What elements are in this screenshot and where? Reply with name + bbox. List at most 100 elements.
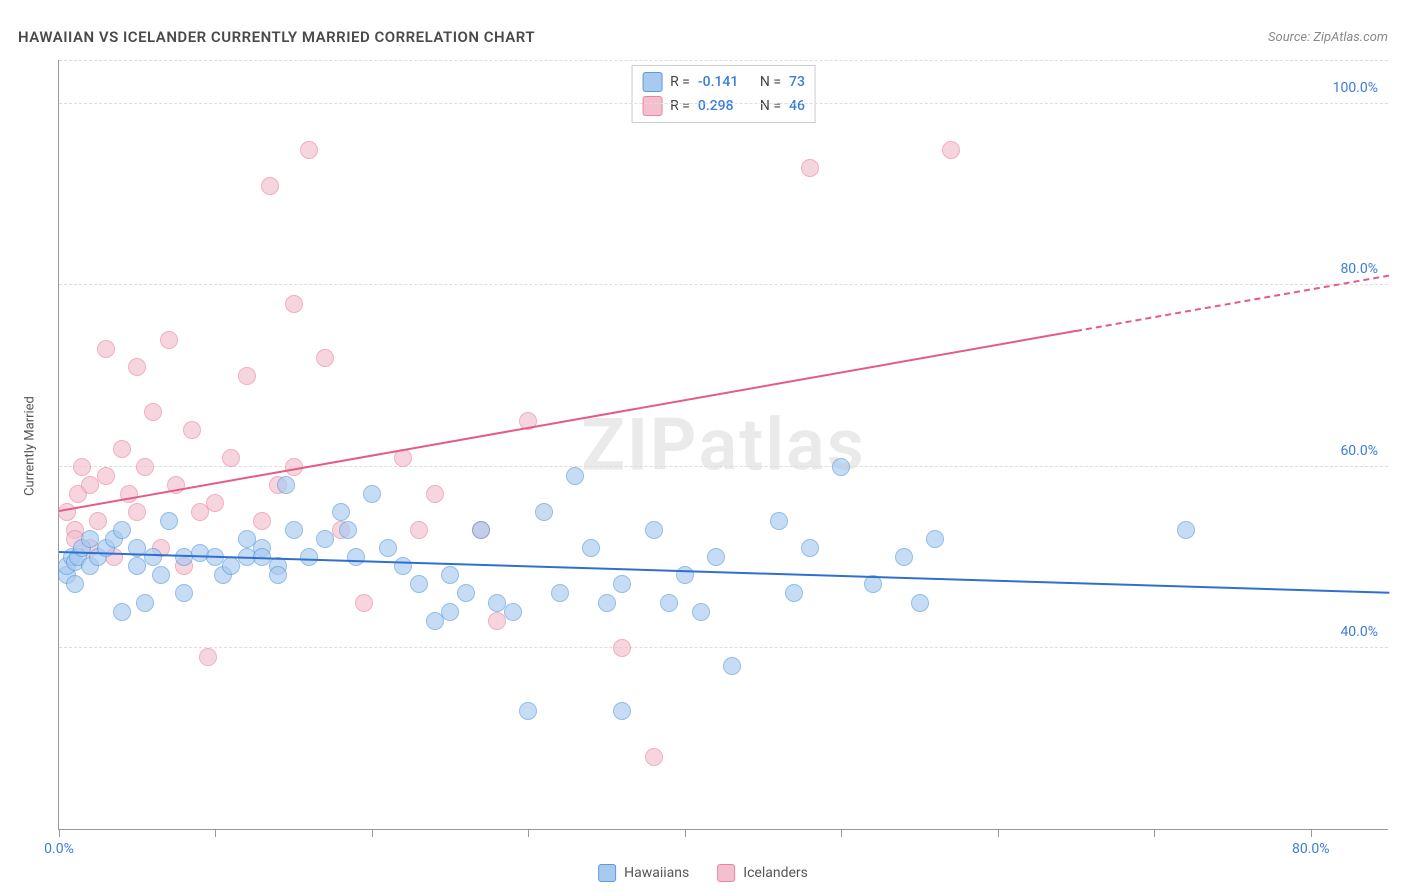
- hawaiian-point: [113, 603, 131, 621]
- chart-title: HAWAIIAN VS ICELANDER CURRENTLY MARRIED …: [18, 28, 535, 46]
- hawaiian-point: [832, 458, 850, 476]
- icelander-point: [426, 485, 444, 503]
- icelander-point: [238, 367, 256, 385]
- legend-swatch: [598, 864, 616, 882]
- hawaiian-point: [472, 521, 490, 539]
- hawaiian-point: [707, 548, 725, 566]
- icelander-point: [410, 521, 428, 539]
- hawaiian-point: [316, 530, 334, 548]
- icelander-point: [801, 159, 819, 177]
- x-tick: [372, 829, 373, 837]
- y-axis-title: Currently Married: [23, 396, 38, 496]
- legend-row: R =0.298N =46: [642, 94, 805, 118]
- hawaiian-point: [332, 503, 350, 521]
- hawaiian-point: [160, 512, 178, 530]
- icelander-point: [300, 141, 318, 159]
- legend-swatch: [717, 864, 735, 882]
- icelander-point: [253, 512, 271, 530]
- hawaiian-point: [300, 548, 318, 566]
- grid-line: [59, 284, 1388, 285]
- hawaiian-point: [1177, 521, 1195, 539]
- hawaiian-point: [113, 521, 131, 539]
- icelander-point: [128, 503, 146, 521]
- source-attribution: Source: ZipAtlas.com: [1268, 30, 1388, 45]
- hawaiian-point: [457, 584, 475, 602]
- grid-line: [59, 647, 1388, 648]
- hawaiian-point: [535, 503, 553, 521]
- hawaiian-point: [613, 575, 631, 593]
- icelander-point: [136, 458, 154, 476]
- hawaiian-point: [175, 584, 193, 602]
- y-tick-label: 40.0%: [1340, 624, 1378, 640]
- hawaiian-point: [347, 548, 365, 566]
- hawaiian-point: [801, 539, 819, 557]
- hawaiian-point: [277, 476, 295, 494]
- grid-line: [59, 60, 1388, 61]
- y-tick-label: 100.0%: [1333, 80, 1378, 96]
- hawaiian-point: [785, 584, 803, 602]
- y-tick-label: 60.0%: [1340, 443, 1378, 459]
- icelander-point: [97, 340, 115, 358]
- icelander-point: [316, 349, 334, 367]
- grid-line: [59, 466, 1388, 467]
- icelander-point: [160, 331, 178, 349]
- icelander-point: [206, 494, 224, 512]
- grid-line: [59, 103, 1388, 104]
- hawaiian-point: [394, 557, 412, 575]
- hawaiian-point: [582, 539, 600, 557]
- legend-swatch: [642, 72, 662, 92]
- x-tick-label: 80.0%: [1292, 841, 1330, 857]
- hawaiian-point: [645, 521, 663, 539]
- icelander-point: [89, 512, 107, 530]
- hawaiian-point: [152, 566, 170, 584]
- hawaiian-point: [66, 575, 84, 593]
- hawaiian-point: [339, 521, 357, 539]
- hawaiian-point: [660, 594, 678, 612]
- hawaiian-point: [911, 594, 929, 612]
- icelander-point: [97, 467, 115, 485]
- legend-swatch: [642, 96, 662, 116]
- legend-item: Icelanders: [717, 864, 808, 882]
- hawaiian-point: [551, 584, 569, 602]
- y-tick-label: 80.0%: [1340, 261, 1378, 277]
- x-tick-label: 0.0%: [44, 841, 74, 857]
- icelander-trend-line: [59, 330, 1076, 512]
- icelander-point: [128, 358, 146, 376]
- icelander-point: [613, 639, 631, 657]
- x-tick: [998, 829, 999, 837]
- x-tick: [528, 829, 529, 837]
- hawaiian-point: [285, 521, 303, 539]
- hawaiian-point: [441, 603, 459, 621]
- hawaiian-point: [379, 539, 397, 557]
- scatter-plot: ZIPatlas R =-0.141N =73R =0.298N =46 40.…: [58, 60, 1388, 830]
- icelander-point: [183, 421, 201, 439]
- hawaiian-point: [895, 548, 913, 566]
- x-tick: [1311, 829, 1312, 837]
- series-legend: Hawaiians Icelanders: [598, 864, 808, 882]
- hawaiian-point: [410, 575, 428, 593]
- hawaiian-point: [926, 530, 944, 548]
- hawaiian-point: [692, 603, 710, 621]
- hawaiian-point: [144, 548, 162, 566]
- legend-label: Icelanders: [743, 865, 808, 881]
- hawaiian-point: [613, 702, 631, 720]
- hawaiian-point: [136, 594, 154, 612]
- icelander-point: [58, 503, 76, 521]
- x-tick: [59, 829, 60, 837]
- hawaiian-point: [269, 566, 287, 584]
- icelander-point: [942, 141, 960, 159]
- hawaiian-point: [441, 566, 459, 584]
- icelander-point: [355, 594, 373, 612]
- icelander-point: [285, 295, 303, 313]
- hawaiian-point: [566, 467, 584, 485]
- hawaiian-point: [504, 603, 522, 621]
- legend-label: Hawaiians: [624, 865, 689, 881]
- legend-item: Hawaiians: [598, 864, 689, 882]
- icelander-trend-line: [1076, 274, 1389, 331]
- icelander-point: [199, 648, 217, 666]
- hawaiian-point: [519, 702, 537, 720]
- icelander-point: [261, 177, 279, 195]
- icelander-point: [113, 440, 131, 458]
- hawaiian-point: [770, 512, 788, 530]
- x-tick: [215, 829, 216, 837]
